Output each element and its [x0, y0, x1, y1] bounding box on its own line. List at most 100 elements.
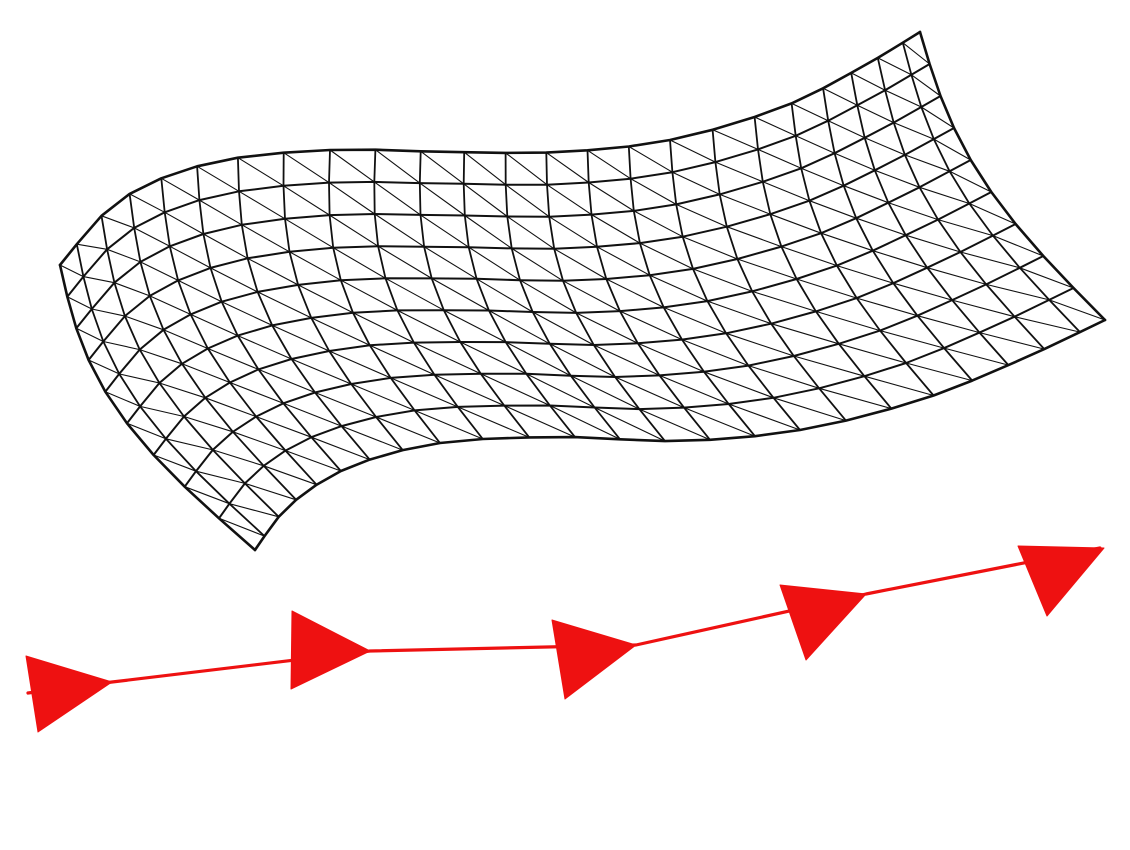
mesh-diagonal	[257, 291, 312, 319]
mesh-diagonal	[88, 359, 120, 375]
mesh-diagonal	[675, 203, 728, 228]
mesh-diagonal	[728, 403, 801, 431]
mesh-diagonal	[328, 350, 392, 379]
mesh-diagonal	[165, 438, 214, 451]
mesh-diagonal	[202, 233, 249, 259]
mesh-row-line	[66, 63, 931, 298]
mesh-diagonal	[586, 149, 632, 180]
mesh-diagonal	[190, 313, 239, 337]
mesh-diagonal	[548, 216, 598, 248]
mesh-diagonal	[106, 248, 141, 263]
mesh-diagonal	[850, 72, 886, 91]
mesh-diagonal	[431, 277, 490, 312]
mesh-diagonal	[414, 409, 484, 440]
mesh-diagonal	[505, 341, 572, 377]
mesh-column-line	[418, 150, 531, 439]
mesh-diagonal	[904, 154, 951, 172]
mesh-diagonal	[838, 343, 907, 364]
arrowhead-icon	[25, 655, 113, 733]
mesh-diagonal	[879, 330, 945, 349]
mesh-diagonal	[419, 182, 466, 217]
mesh-diagonal	[855, 217, 907, 236]
mesh-diagonal	[284, 450, 342, 472]
mesh-diagonal	[681, 339, 749, 367]
mesh-diagonal	[703, 371, 775, 399]
mesh-diagonal	[770, 323, 840, 345]
mesh-diagonal	[916, 315, 981, 334]
mesh-diagonal	[207, 347, 259, 370]
mesh-diagonal	[525, 373, 596, 409]
mesh-diagonal	[545, 152, 590, 184]
mesh-diagonal	[369, 344, 435, 376]
mesh-diagonal	[605, 278, 665, 308]
mesh-column-line	[504, 151, 621, 441]
mesh-diagonal	[570, 375, 640, 410]
mesh-diagonal	[443, 309, 507, 343]
mesh-diagonal	[238, 190, 286, 220]
mesh-diagonal	[196, 165, 240, 192]
mesh-diagonal	[910, 74, 942, 97]
mesh-diagonal	[419, 214, 470, 248]
mesh-diagonal	[229, 381, 284, 404]
mesh-diagonal	[874, 169, 921, 188]
mesh-column-line	[328, 149, 441, 444]
mesh-diagonal	[596, 246, 651, 276]
mesh-diagonal	[218, 517, 266, 537]
mesh-diagonal	[297, 284, 354, 314]
mesh-diagonal	[255, 416, 312, 438]
mesh-diagonal	[413, 342, 482, 375]
mesh-diagonal	[638, 408, 711, 441]
mesh-diagonal	[374, 149, 421, 184]
mesh-diagonal	[184, 486, 230, 505]
mesh-diagonal	[374, 213, 425, 248]
mesh-diagonal	[892, 282, 953, 301]
mesh-diagonal	[682, 236, 738, 260]
mesh-diagonal	[221, 301, 273, 326]
mesh-diagonal	[822, 87, 858, 106]
mesh-diagonal	[288, 251, 342, 281]
mesh-diagonal	[283, 152, 330, 184]
mesh-diagonal	[204, 397, 257, 418]
mesh-diagonal	[212, 449, 265, 467]
mesh-diagonal	[757, 148, 802, 169]
mesh-diagonal	[310, 436, 371, 461]
mesh-row-line	[152, 223, 1017, 456]
mesh-diagonal	[762, 181, 810, 202]
mesh-diagonal	[284, 218, 334, 249]
mesh-diagonal	[423, 246, 478, 280]
mesh-diagonal	[177, 279, 223, 303]
mesh-diagonal	[129, 193, 166, 213]
mesh-diagonal	[290, 358, 352, 385]
mesh-diagonal	[340, 425, 404, 451]
mesh-diagonal	[649, 274, 708, 302]
mesh-diagonal	[791, 102, 829, 122]
mesh-diagonal	[198, 199, 243, 226]
mesh-column-line	[850, 72, 1010, 367]
mesh-diagonal	[637, 342, 705, 373]
mesh-diagonal	[164, 211, 204, 235]
mesh-diagonal	[328, 182, 376, 215]
mesh-diagonal	[827, 120, 866, 139]
mesh-diagonal	[263, 465, 318, 486]
mesh-diagonal	[751, 290, 817, 312]
mesh-diagonal	[630, 178, 677, 205]
mesh-edge	[918, 30, 1107, 322]
mesh-diagonal	[153, 454, 197, 472]
mesh-diagonal	[772, 397, 847, 422]
mesh-diagonal	[476, 278, 534, 313]
mesh-diagonal	[1014, 316, 1081, 333]
mesh-diagonal	[658, 374, 730, 405]
mesh-diagonal	[310, 317, 371, 346]
mesh-diagonal	[905, 234, 961, 253]
mesh-diagonal	[726, 226, 782, 248]
mesh-diagonal	[905, 362, 973, 382]
mesh-column-line	[373, 148, 484, 440]
mesh-diagonal	[104, 391, 141, 407]
mesh-diagonal	[747, 365, 820, 389]
mesh-diagonal	[594, 406, 666, 442]
mesh-diagonal	[352, 312, 415, 344]
mesh-diagonal	[329, 214, 379, 247]
arrowhead-icon	[290, 610, 371, 690]
mesh-diagonal	[100, 215, 135, 229]
